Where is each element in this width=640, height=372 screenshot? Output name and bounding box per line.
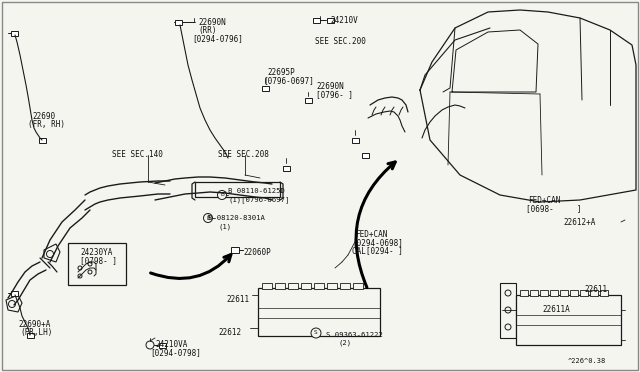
Bar	[530, 290, 538, 296]
Bar	[10, 31, 17, 35]
Bar	[258, 288, 380, 336]
Text: S: S	[314, 330, 318, 336]
Bar	[340, 283, 350, 289]
Bar	[68, 243, 126, 285]
Text: 22612+A: 22612+A	[563, 218, 595, 227]
Bar	[353, 283, 363, 289]
Text: [0294-0698]: [0294-0698]	[352, 238, 403, 247]
Bar	[516, 295, 621, 345]
Text: [0798- ]: [0798- ]	[80, 256, 117, 265]
Bar	[580, 290, 588, 296]
Circle shape	[311, 328, 321, 338]
Polygon shape	[44, 244, 60, 262]
Text: ^226^0.38: ^226^0.38	[568, 358, 606, 364]
Bar	[159, 343, 166, 347]
Circle shape	[88, 262, 92, 266]
Text: CAL[0294- ]: CAL[0294- ]	[352, 246, 403, 255]
Text: (RR): (RR)	[198, 26, 216, 35]
Bar	[262, 86, 269, 90]
Text: 24210VA: 24210VA	[155, 340, 188, 349]
Circle shape	[88, 270, 92, 274]
Bar	[288, 283, 298, 289]
Circle shape	[505, 307, 511, 313]
Circle shape	[78, 274, 82, 278]
Bar	[231, 247, 239, 253]
Text: [0796- ]: [0796- ]	[316, 90, 353, 99]
Text: [0294-0796]: [0294-0796]	[192, 34, 243, 43]
Bar	[550, 290, 558, 296]
Text: FED+CAN: FED+CAN	[528, 196, 561, 205]
Bar	[312, 17, 319, 22]
Bar	[38, 138, 45, 142]
Text: 22695P: 22695P	[267, 68, 295, 77]
Text: [0294-0798]: [0294-0798]	[150, 348, 201, 357]
Circle shape	[47, 250, 54, 257]
Text: 24210V: 24210V	[330, 16, 358, 25]
Text: S 09363-61222: S 09363-61222	[326, 332, 383, 338]
Text: 22690N: 22690N	[316, 82, 344, 91]
Bar	[326, 17, 333, 22]
Text: FED+CAN: FED+CAN	[355, 230, 387, 239]
Text: 22060P: 22060P	[243, 248, 271, 257]
Circle shape	[8, 301, 15, 308]
Bar	[275, 283, 285, 289]
Bar	[351, 138, 358, 142]
Text: 22612: 22612	[218, 328, 241, 337]
Bar	[26, 333, 33, 337]
Text: SEE SEC.140: SEE SEC.140	[112, 150, 163, 159]
Bar	[600, 290, 608, 296]
Bar	[540, 290, 548, 296]
Text: B: B	[206, 215, 210, 221]
Bar	[301, 283, 311, 289]
Polygon shape	[6, 295, 22, 312]
Text: (FR,LH): (FR,LH)	[20, 328, 52, 337]
Text: [0796-0697]: [0796-0697]	[263, 76, 314, 85]
Circle shape	[146, 341, 154, 349]
Text: 24230YA: 24230YA	[80, 248, 113, 257]
Bar	[10, 291, 17, 295]
Text: SEE SEC.208: SEE SEC.208	[218, 150, 269, 159]
Bar	[195, 182, 280, 197]
Text: 22690+A: 22690+A	[18, 320, 51, 329]
Circle shape	[218, 190, 227, 199]
Bar	[305, 97, 312, 103]
Bar	[520, 290, 528, 296]
Bar	[175, 19, 182, 25]
Bar	[327, 283, 337, 289]
Text: SEE SEC.200: SEE SEC.200	[315, 37, 366, 46]
Text: B 08120-8301A: B 08120-8301A	[208, 215, 265, 221]
Bar	[590, 290, 598, 296]
Text: [0698-     ]: [0698- ]	[526, 204, 582, 213]
Text: (2): (2)	[338, 340, 351, 346]
Circle shape	[78, 266, 82, 270]
Text: (1)[0796-0697]: (1)[0796-0697]	[228, 196, 289, 203]
Text: 22611: 22611	[584, 285, 607, 294]
Text: (FR, RH): (FR, RH)	[28, 120, 65, 129]
Bar	[500, 283, 516, 338]
Bar	[560, 290, 568, 296]
Circle shape	[204, 214, 212, 222]
Bar	[362, 153, 369, 157]
Circle shape	[505, 324, 511, 330]
Text: 22690: 22690	[32, 112, 55, 121]
Bar	[282, 166, 289, 170]
Text: B: B	[220, 192, 224, 198]
Text: 22611: 22611	[226, 295, 249, 304]
Text: 22611A: 22611A	[542, 305, 570, 314]
Text: (1): (1)	[218, 223, 231, 230]
Bar	[314, 283, 324, 289]
Bar	[570, 290, 578, 296]
Text: 22690N: 22690N	[198, 18, 226, 27]
Text: B 08110-6125D: B 08110-6125D	[228, 188, 285, 194]
Circle shape	[505, 290, 511, 296]
Bar	[262, 283, 272, 289]
